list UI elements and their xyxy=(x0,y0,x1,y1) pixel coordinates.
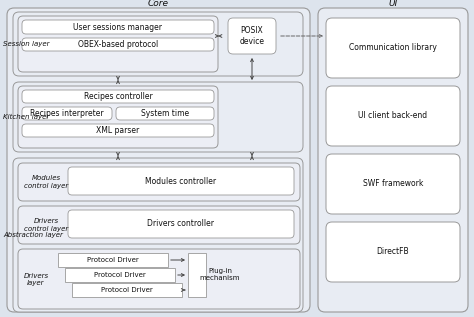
Text: XML parser: XML parser xyxy=(96,126,140,135)
Text: Kitchen layer: Kitchen layer xyxy=(3,114,49,120)
Text: Communication library: Communication library xyxy=(349,43,437,53)
FancyBboxPatch shape xyxy=(13,82,303,152)
FancyBboxPatch shape xyxy=(22,38,214,51)
FancyBboxPatch shape xyxy=(326,18,460,78)
Text: Drivers
control layer: Drivers control layer xyxy=(24,218,68,231)
FancyBboxPatch shape xyxy=(13,158,303,312)
Text: Abstraction layer: Abstraction layer xyxy=(3,232,63,238)
FancyBboxPatch shape xyxy=(65,268,175,282)
FancyBboxPatch shape xyxy=(22,90,214,103)
Text: DirectFB: DirectFB xyxy=(377,248,410,256)
FancyBboxPatch shape xyxy=(68,210,294,238)
Text: Recipes interpreter: Recipes interpreter xyxy=(30,109,104,118)
Text: OBEX-based protocol: OBEX-based protocol xyxy=(78,40,158,49)
Text: Session layer: Session layer xyxy=(3,41,49,47)
FancyBboxPatch shape xyxy=(116,107,214,120)
FancyBboxPatch shape xyxy=(326,222,460,282)
Text: UI client back-end: UI client back-end xyxy=(358,112,428,120)
FancyBboxPatch shape xyxy=(72,283,182,297)
Text: Plug-in
mechanism: Plug-in mechanism xyxy=(200,268,240,281)
Text: Modules
control layer: Modules control layer xyxy=(24,175,68,189)
Text: Protocol Driver: Protocol Driver xyxy=(87,257,139,263)
FancyBboxPatch shape xyxy=(18,206,300,244)
FancyBboxPatch shape xyxy=(22,124,214,137)
FancyBboxPatch shape xyxy=(326,86,460,146)
FancyBboxPatch shape xyxy=(58,253,168,267)
Text: Protocol Driver: Protocol Driver xyxy=(101,287,153,293)
FancyBboxPatch shape xyxy=(18,16,218,72)
FancyBboxPatch shape xyxy=(22,20,214,34)
FancyBboxPatch shape xyxy=(228,18,276,54)
Text: UI: UI xyxy=(388,0,398,9)
Text: Modules controller: Modules controller xyxy=(146,177,217,185)
FancyBboxPatch shape xyxy=(326,154,460,214)
FancyBboxPatch shape xyxy=(7,8,310,312)
Text: POSIX
device: POSIX device xyxy=(239,26,264,46)
Text: Drivers controller: Drivers controller xyxy=(147,219,215,229)
FancyBboxPatch shape xyxy=(22,107,112,120)
Text: Recipes controller: Recipes controller xyxy=(83,92,152,101)
FancyBboxPatch shape xyxy=(318,8,468,312)
FancyBboxPatch shape xyxy=(18,86,218,148)
FancyBboxPatch shape xyxy=(18,163,300,201)
Text: System time: System time xyxy=(141,109,189,118)
FancyBboxPatch shape xyxy=(18,249,300,309)
Text: User sessions manager: User sessions manager xyxy=(73,23,163,31)
Text: Core: Core xyxy=(148,0,169,9)
Text: Drivers
layer: Drivers layer xyxy=(23,273,48,286)
Text: Protocol Driver: Protocol Driver xyxy=(94,272,146,278)
FancyBboxPatch shape xyxy=(68,167,294,195)
FancyBboxPatch shape xyxy=(188,253,206,297)
FancyBboxPatch shape xyxy=(13,12,303,76)
Text: SWF framework: SWF framework xyxy=(363,179,423,189)
